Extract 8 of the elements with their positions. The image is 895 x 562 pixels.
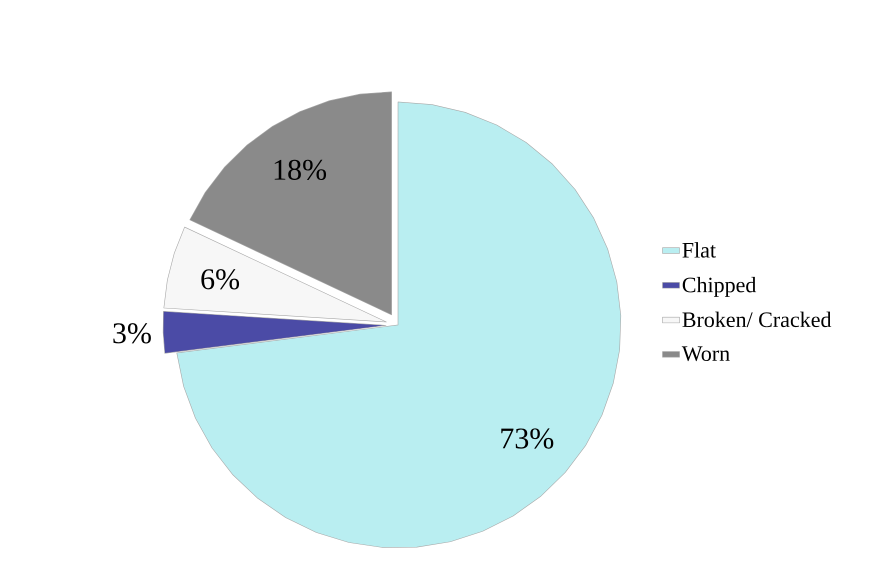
legend-label: Worn — [682, 346, 730, 362]
data-label: 18% — [274, 160, 326, 180]
legend-label: Flat — [682, 242, 716, 258]
data-label: 3% — [113, 323, 151, 344]
data-label: 73% — [501, 428, 554, 449]
legend-label: Broken/ Cracked — [682, 312, 832, 328]
legend-label: Chipped — [682, 276, 756, 297]
data-label: 6% — [201, 269, 240, 290]
